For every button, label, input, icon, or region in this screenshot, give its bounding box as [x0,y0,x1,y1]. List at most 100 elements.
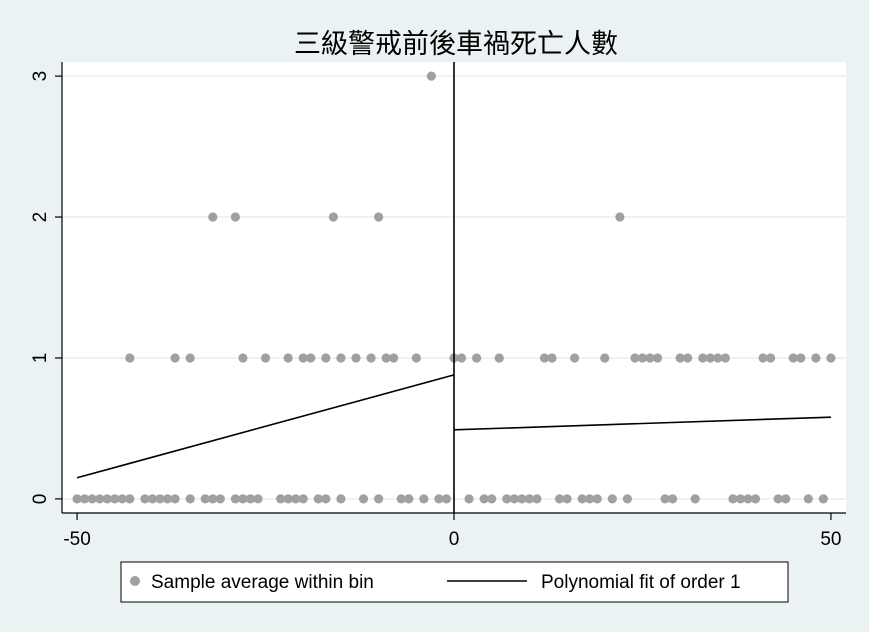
scatter-point [803,494,813,504]
legend-box [120,561,789,603]
scatter-point [396,494,406,504]
scatter-point [328,212,338,222]
scatter-point [185,353,195,363]
scatter-point [245,494,256,504]
scatter-point [230,494,240,504]
scatter-point [735,494,746,504]
scatter-point [585,494,595,504]
scatter-point [147,494,158,504]
scatter-point [472,353,482,363]
scatter-point [72,494,82,504]
scatter-point [260,353,271,363]
scatter-point [238,353,248,363]
scatter-point [162,494,173,504]
scatter-point [464,494,474,504]
scatter-point [170,353,180,363]
scatter-point [208,212,218,222]
scatter-point [434,494,444,504]
scatter-point [87,494,97,504]
scatter-point [577,494,587,504]
scatter-point [758,353,768,363]
scatter-point [336,353,346,363]
scatter-point [200,494,210,504]
scatter-point [502,494,512,504]
scatter-point [811,353,821,363]
scatter-point [291,494,301,504]
scatter-point [713,353,723,363]
legend: Sample average within bin Polynomial fit… [120,561,789,603]
scatter-point [321,494,331,504]
scatter-point [562,494,572,504]
scatter-point [494,353,504,363]
scatter-point [155,494,165,504]
scatter-point [389,353,399,363]
y-tick-label: 2 [30,212,51,223]
scatter-point [690,494,700,504]
scatter-point [705,353,715,363]
scatter-point [668,494,678,504]
scatter-point [720,353,730,363]
scatter-point [660,494,670,504]
scatter-point [140,494,150,504]
scatter-point [750,494,761,504]
legend-label-scatter: Sample average within bin [151,572,374,593]
scatter-point [615,212,625,222]
scatter-point [170,494,180,504]
scatter-point [766,353,776,363]
scatter-point [215,494,225,504]
scatter-point [630,353,640,363]
scatter-point [336,494,346,504]
scatter-point [125,353,135,363]
scatter-point [419,494,429,504]
scatter-point [683,353,693,363]
scatter-point [358,494,369,504]
scatter-point [517,494,527,504]
scatter-point [351,353,361,363]
scatter-point [95,494,105,504]
legend-dot-marker [130,576,140,586]
axes: 0 1 2 3 -50 0 50 [30,62,846,550]
scatter-point [381,353,391,363]
scatter-point [117,494,127,504]
scatter-point [773,494,783,504]
scatter-point [592,494,602,504]
scatter-point [698,353,708,363]
scatter-point [509,494,519,504]
scatter-point [622,494,632,504]
scatter-point [645,353,655,363]
scatter-point [487,494,497,504]
scatter-point [532,494,542,504]
scatter-points [72,71,836,504]
x-tick-label: 0 [449,529,460,550]
scatter-point [374,494,384,504]
fit-lines [76,374,831,479]
scatter-point [374,212,384,222]
scatter-point [441,494,452,504]
y-tick-label: 3 [30,71,51,82]
scatter-point [826,353,836,363]
x-tick-label: -50 [63,529,90,550]
scatter-point [125,494,135,504]
scatter-point [456,353,467,363]
scatter-point [607,494,617,504]
scatter-point [600,353,610,363]
scatter-point [102,494,112,504]
scatter-point [253,494,263,504]
scatter-point [570,353,580,363]
scatter-point [404,494,414,504]
fit-line [453,416,831,431]
chart-title: 三級警戒前後車禍死亡人數 [294,29,618,60]
scatter-point [675,353,685,363]
scatter-point [479,494,489,504]
fit-line [76,374,455,479]
scatter-point [276,494,286,504]
scatter-point [110,494,120,504]
y-tick-label: 0 [30,494,51,505]
scatter-point [283,494,293,504]
scatter-point [366,353,376,363]
scatter-point [185,494,195,504]
scatter-point [298,353,308,363]
scatter-point [781,494,791,504]
